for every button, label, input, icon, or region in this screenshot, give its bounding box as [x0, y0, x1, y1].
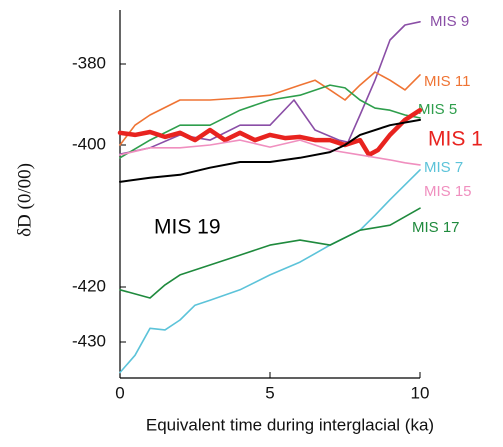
series-label: MIS 19	[154, 216, 221, 239]
series-label: MIS 7	[424, 159, 463, 176]
y-tick-label: -400	[72, 134, 106, 153]
series-line	[119, 84, 421, 159]
series-label: MIS 11	[424, 73, 470, 90]
x-axis-label: Equivalent time during interglacial (ka)	[146, 415, 434, 434]
series-line	[119, 71, 421, 146]
series-line	[119, 169, 421, 374]
y-axis-label: δD (0/00)	[14, 163, 35, 237]
series-label: MIS 17	[412, 219, 460, 236]
x-tick-label: 10	[411, 383, 430, 402]
y-tick-label: -420	[72, 276, 106, 295]
series-line	[119, 207, 421, 299]
series-label: MIS 9	[430, 13, 469, 30]
series-line	[119, 118, 421, 183]
y-tick-label: -430	[72, 331, 106, 350]
x-tick-label: 5	[265, 383, 274, 402]
series-line	[119, 139, 421, 166]
x-tick-label: 0	[115, 383, 124, 402]
series-label: MIS 1	[428, 128, 483, 151]
series-line	[117, 107, 423, 158]
y-tick-label: -380	[72, 53, 106, 72]
series-label: MIS 15	[424, 183, 472, 200]
series-label: MIS 5	[418, 101, 457, 118]
